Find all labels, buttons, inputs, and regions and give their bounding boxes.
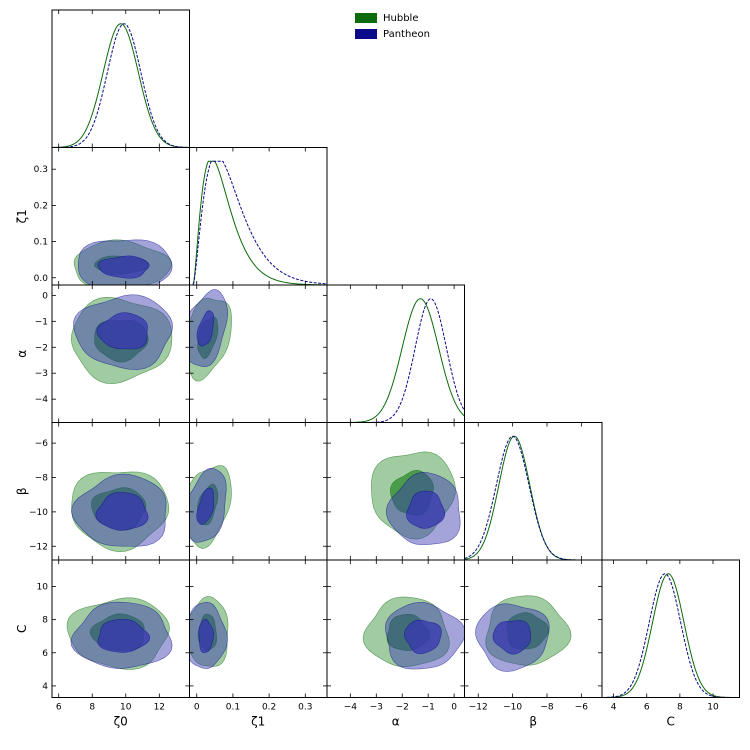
x-axis-label-alpha: α: [392, 715, 400, 729]
x-tick-label: 0: [194, 703, 200, 713]
legend-item-hubble: Hubble: [355, 10, 430, 26]
panel-C-zeta1: [189, 596, 229, 669]
x-axis-label-zeta1: ζ1: [251, 715, 265, 729]
contour-inner-pantheon: [196, 310, 215, 347]
y-tick-label: 0.2: [34, 201, 48, 211]
y-tick-label: −2: [35, 343, 48, 353]
x-tick-label: 0: [451, 703, 457, 713]
x-tick-label: −1: [422, 703, 435, 713]
contour-inner-pantheon: [97, 618, 151, 653]
panel-beta-alpha: [371, 451, 461, 546]
x-tick-label: 12: [154, 703, 165, 713]
y-tick-label: 0.1: [34, 238, 48, 248]
panel-zeta0-zeta0: [52, 23, 190, 148]
y-tick-label: −12: [29, 542, 48, 552]
x-tick-label: 8: [89, 703, 95, 713]
marginal-pantheon-beta: [464, 435, 602, 560]
y-axis-label-beta: β: [15, 487, 29, 495]
marginal-hubble-alpha: [327, 298, 465, 423]
legend-label-hubble: Hubble: [383, 12, 419, 24]
panel-C-beta: [475, 595, 572, 672]
legend-swatch-hubble: [355, 13, 377, 23]
panel-zeta1-zeta0: [73, 239, 173, 285]
x-tick-label: −8: [540, 703, 554, 713]
panel-beta-zeta0: [71, 471, 170, 553]
y-tick-label: 4: [42, 682, 48, 692]
panel-C-zeta0: [66, 597, 173, 670]
marginal-pantheon-zeta0: [52, 23, 190, 148]
panel-alpha-alpha: [327, 298, 465, 423]
panel-beta-beta: [464, 435, 602, 560]
x-tick-label: −6: [575, 703, 589, 713]
panel-C-alpha: [362, 596, 465, 670]
x-tick-label: 6: [644, 703, 650, 713]
x-tick-label: 0.3: [298, 703, 312, 713]
y-axis-label-zeta1: ζ1: [15, 209, 29, 223]
y-axis-label-C: C: [15, 625, 29, 633]
contour-inner-pantheon: [492, 620, 532, 655]
y-tick-label: −8: [35, 474, 49, 484]
x-tick-label: −10: [503, 703, 522, 713]
marginal-pantheon-zeta1: [189, 160, 327, 285]
contour-inner-pantheon: [96, 312, 148, 350]
contour-inner-pantheon: [406, 490, 446, 529]
y-tick-label: 0.3: [34, 165, 48, 175]
x-axis-label-zeta0: ζ0: [114, 715, 128, 729]
x-tick-label: 6: [56, 703, 62, 713]
x-tick-label: −12: [469, 703, 488, 713]
axes-frame: [601, 559, 740, 698]
x-tick-label: 4: [611, 703, 617, 713]
x-axis-label-beta: β: [529, 715, 537, 729]
marginal-hubble-C: [602, 573, 740, 698]
contour-inner-pantheon: [198, 618, 214, 653]
panel-alpha-zeta1: [189, 289, 232, 382]
x-tick-label: 10: [120, 703, 132, 713]
x-tick-label: −3: [370, 703, 383, 713]
panel-beta-zeta1: [189, 465, 232, 549]
y-tick-label: −1: [35, 317, 48, 327]
contour-inner-pantheon: [97, 255, 150, 279]
marginal-hubble-zeta1: [189, 160, 327, 285]
x-axis-label-C: C: [667, 715, 675, 729]
marginal-pantheon-C: [602, 573, 740, 698]
legend-item-pantheon: Pantheon: [355, 26, 430, 42]
x-tick-label: −4: [344, 703, 358, 713]
y-tick-label: −4: [35, 395, 49, 405]
legend: Hubble Pantheon: [355, 10, 430, 42]
panel-alpha-zeta0: [70, 294, 173, 385]
x-tick-label: 0.2: [262, 703, 276, 713]
x-tick-label: 10: [707, 703, 719, 713]
panel-zeta1-zeta1: [189, 160, 327, 285]
y-tick-label: −3: [35, 369, 48, 379]
legend-label-pantheon: Pantheon: [383, 28, 430, 40]
marginal-hubble-zeta0: [52, 23, 190, 148]
axes-frame: [51, 9, 190, 148]
y-tick-label: 0.0: [34, 274, 49, 284]
contour-inner-pantheon: [196, 487, 215, 526]
contour-inner-pantheon: [95, 492, 149, 531]
y-tick-label: 10: [37, 583, 49, 593]
legend-swatch-pantheon: [355, 29, 377, 39]
y-tick-label: 8: [42, 616, 48, 626]
x-tick-label: −2: [396, 703, 409, 713]
axes-frame: [326, 284, 465, 423]
axes-frame: [189, 147, 328, 286]
marginal-pantheon-alpha: [327, 298, 465, 423]
y-tick-label: 0: [42, 291, 48, 301]
x-tick-label: 8: [677, 703, 683, 713]
panel-C-C: [602, 573, 740, 698]
y-tick-label: −10: [29, 508, 48, 518]
y-tick-label: 6: [42, 649, 48, 659]
marginal-hubble-beta: [464, 435, 602, 560]
y-tick-label: −6: [35, 439, 49, 449]
x-tick-label: 0.1: [226, 703, 240, 713]
contour-inner-pantheon: [403, 619, 442, 655]
y-axis-label-alpha: α: [15, 350, 29, 358]
